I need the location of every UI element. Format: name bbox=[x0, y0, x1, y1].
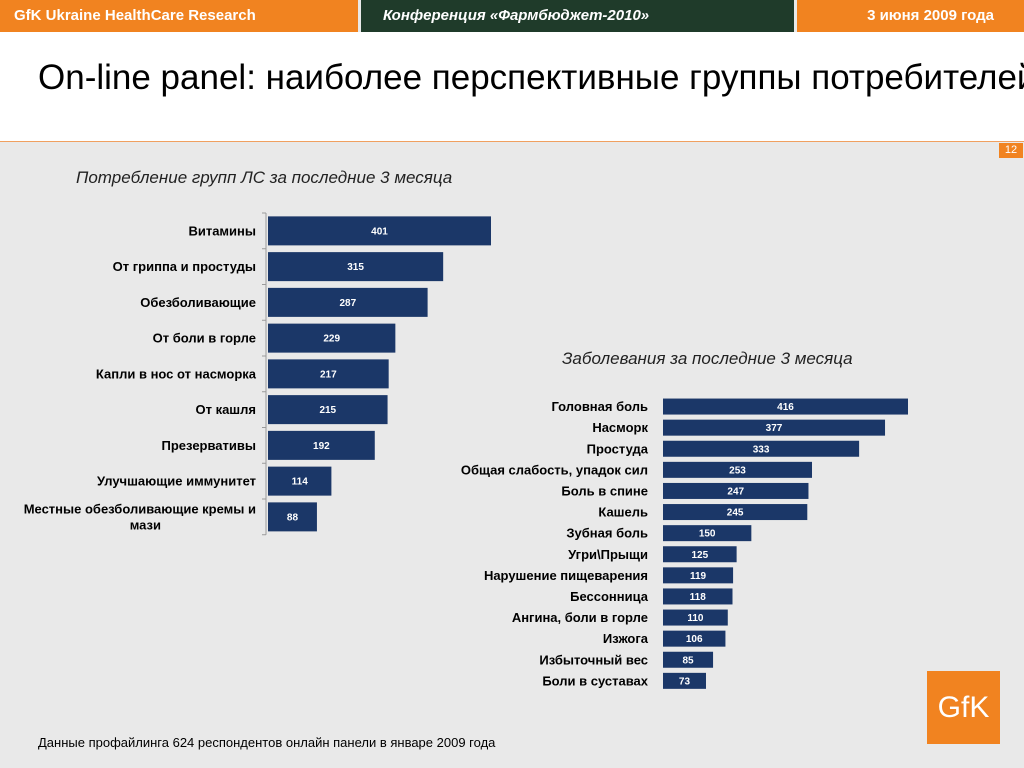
chart1-title: Потребление групп ЛС за последние 3 меся… bbox=[76, 168, 453, 187]
chart1-value-label: 315 bbox=[347, 262, 364, 273]
chart2-bar bbox=[663, 419, 886, 436]
chart2-category-label: Изжога bbox=[603, 631, 649, 646]
chart1-bar bbox=[268, 466, 332, 496]
chart2-value-label: 247 bbox=[727, 486, 744, 497]
chart2-title: Заболевания за последние 3 месяца bbox=[562, 349, 853, 368]
chart1-category-label: От гриппа и простуды bbox=[113, 259, 256, 274]
chart1-bar bbox=[268, 395, 388, 425]
chart2-category-label: Нарушение пищеварения bbox=[484, 568, 648, 583]
chart1-category-label: Улучшающие иммунитет bbox=[97, 474, 256, 489]
chart2-category-label: Головная боль bbox=[551, 399, 648, 414]
page-title: On-line panel: наиболее перспективные гр… bbox=[38, 58, 1024, 97]
chart2-value-label: 253 bbox=[729, 465, 746, 476]
chart1-category-label: Капли в нос от насморка bbox=[96, 366, 257, 381]
chart2-category-label: Общая слабость, упадок сил bbox=[461, 462, 648, 477]
gfk-logo: GfK bbox=[927, 671, 1000, 744]
chart2-category-label: Избыточный вес bbox=[539, 652, 648, 667]
chart1-category-label: От боли в горле bbox=[153, 331, 256, 346]
chart1-bar bbox=[268, 359, 389, 389]
chart2-bar bbox=[663, 482, 809, 499]
chart1-bar bbox=[268, 323, 396, 353]
chart2-bar bbox=[663, 567, 734, 584]
chart2-bar bbox=[663, 525, 752, 542]
footnote: Данные профайлинга 624 респондентов онла… bbox=[38, 735, 496, 750]
chart1-value-label: 88 bbox=[287, 512, 299, 523]
chart2-category-label: Боли в суставах bbox=[542, 673, 648, 688]
chart1-value-label: 287 bbox=[339, 298, 356, 309]
chart1-category-label: Витамины bbox=[188, 223, 256, 238]
chart1-value-label: 217 bbox=[320, 369, 337, 380]
chart2-category-label: Кашель bbox=[598, 505, 648, 520]
chart1-value-label: 114 bbox=[292, 477, 309, 488]
chart2-bar bbox=[663, 461, 813, 478]
page-number: 12 bbox=[999, 143, 1023, 158]
chart1-category-label: Обезболивающие bbox=[140, 295, 256, 310]
chart2-bar bbox=[663, 504, 808, 521]
chart1-value-label: 192 bbox=[313, 441, 330, 452]
chart2-value-label: 106 bbox=[686, 634, 703, 645]
chart2-value-label: 150 bbox=[699, 529, 716, 540]
chart2-category-label: Бессонница bbox=[570, 589, 649, 604]
chart2-value-label: 118 bbox=[690, 592, 707, 603]
chart2-bar bbox=[663, 609, 728, 626]
chart2-value-label: 73 bbox=[679, 676, 691, 687]
chart2-value-label: 110 bbox=[687, 613, 704, 624]
chart1-value-label: 229 bbox=[323, 334, 340, 345]
chart1-value-label: 215 bbox=[319, 405, 336, 416]
chart2-value-label: 125 bbox=[691, 550, 708, 561]
chart2-category-label: Ангина, боли в горле bbox=[512, 610, 648, 625]
top-bar: GfK Ukraine HealthCare Research Конферен… bbox=[0, 0, 1024, 32]
chart1-bar bbox=[268, 216, 491, 246]
chart1-bar bbox=[268, 252, 444, 282]
chart2-value-label: 377 bbox=[766, 423, 783, 434]
chart2-bar bbox=[663, 440, 860, 457]
chart2-value-label: 416 bbox=[777, 402, 794, 413]
chart2-bar bbox=[663, 398, 908, 415]
chart1-category-label: От кашля bbox=[195, 402, 256, 417]
header-conference: Конференция «Фармбюджет-2010» bbox=[361, 0, 794, 32]
chart1-bar bbox=[268, 502, 317, 532]
chart2-category-label: Угри\Прыщи bbox=[568, 547, 648, 562]
chart2-value-label: 333 bbox=[753, 444, 770, 455]
chart2-category-label: Боль в спине bbox=[561, 483, 648, 498]
chart2-bar bbox=[663, 630, 726, 647]
chart2-bar bbox=[663, 672, 706, 689]
chart2-category-label: Насморк bbox=[592, 420, 648, 435]
chart2-category-label: Простуда bbox=[587, 441, 649, 456]
chart1-value-label: 401 bbox=[371, 226, 388, 237]
chart2-value-label: 85 bbox=[682, 655, 694, 666]
chart1-bar bbox=[268, 430, 375, 460]
header-org: GfK Ukraine HealthCare Research bbox=[0, 0, 358, 32]
chart2-bar bbox=[663, 588, 733, 605]
chart2-value-label: 119 bbox=[690, 571, 707, 582]
header-date: 3 июня 2009 года bbox=[797, 0, 1024, 32]
chart2-bar bbox=[663, 651, 714, 668]
chart2-bar bbox=[663, 546, 737, 563]
chart1-category-label: Презервативы bbox=[162, 438, 256, 453]
chart1-bar bbox=[268, 287, 428, 317]
chart2-category-label: Зубная боль bbox=[566, 526, 648, 541]
chart1-category-label: Местные обезболивающие кремы и мази bbox=[24, 501, 256, 532]
title-area: On-line panel: наиболее перспективные гр… bbox=[0, 32, 1024, 142]
chart2-value-label: 245 bbox=[727, 508, 744, 519]
